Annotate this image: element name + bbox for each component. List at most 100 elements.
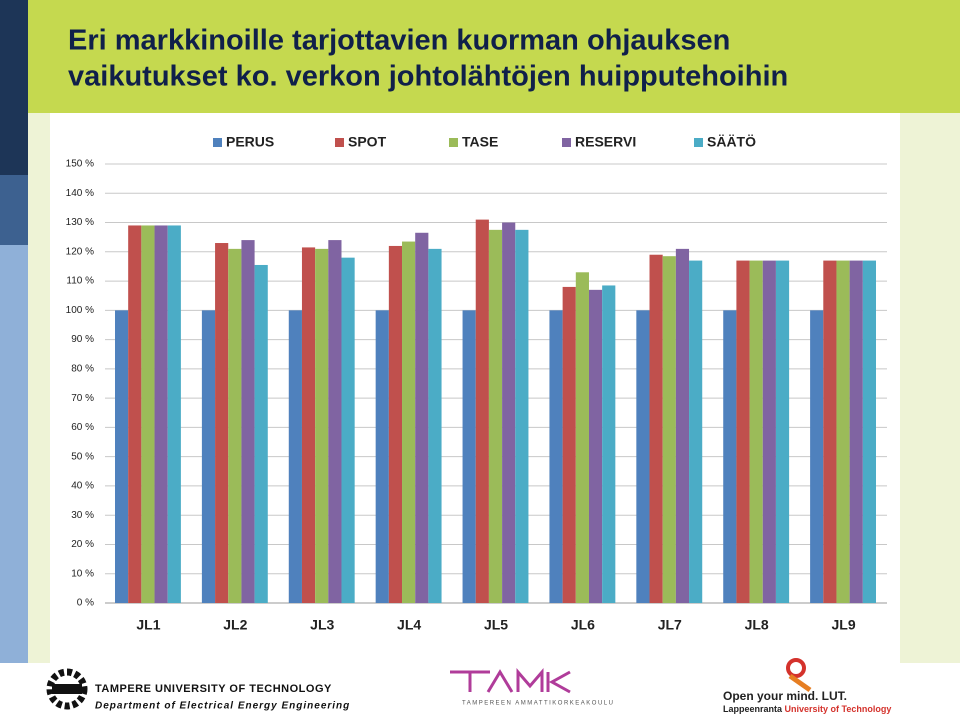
y-tick-label: 140 %: [66, 188, 94, 199]
y-tick-label: 120 %: [66, 246, 94, 257]
lut-name: Lappeenranta University of Technology: [723, 704, 891, 714]
y-tick-label: 100 %: [66, 305, 94, 316]
y-tick-label: 0 %: [77, 598, 94, 609]
bar: [723, 310, 737, 603]
bar: [402, 241, 416, 603]
y-tick-label: 70 %: [71, 393, 94, 404]
legend-swatch: [335, 138, 344, 147]
bar: [689, 260, 703, 603]
legend-swatch: [694, 138, 703, 147]
y-tick-label: 150 %: [66, 159, 94, 170]
bar: [823, 260, 837, 603]
bar: [201, 310, 216, 603]
lut-name-part: University of Technology: [785, 704, 892, 714]
bar: [241, 240, 255, 604]
bar: [810, 310, 824, 603]
tamk-letters: [450, 667, 571, 694]
tut-name: TAMPERE UNIVERSITY OF TECHNOLOGY: [95, 683, 332, 695]
y-tick-label: 30 %: [71, 510, 94, 521]
bar: [575, 272, 589, 603]
x-tick-label: JL6: [571, 617, 595, 633]
legend-label: SÄÄTÖ: [707, 134, 756, 150]
bar: [115, 310, 129, 603]
bar: [662, 256, 676, 603]
bar: [154, 225, 168, 603]
x-tick-label: JL3: [310, 617, 334, 633]
bar: [649, 254, 663, 603]
bar: [488, 229, 503, 603]
x-tick-label: JL8: [745, 617, 769, 633]
bar: [502, 222, 516, 604]
lut-logo: [786, 658, 812, 693]
bar: [328, 240, 342, 604]
bar: [762, 260, 776, 603]
bar: [515, 229, 529, 603]
bar: [588, 289, 603, 603]
title-line: vaikutukset ko. verkon johtolähtöjen hui…: [68, 61, 788, 93]
x-tick-label: JL9: [831, 617, 855, 633]
lut-icon: [786, 658, 806, 678]
bar: [475, 219, 489, 603]
bar: [128, 225, 142, 603]
department: Department of Electrical Energy Engineer…: [95, 701, 350, 712]
legend-swatch: [449, 138, 458, 147]
bar: [749, 260, 763, 603]
bar: [562, 286, 576, 603]
bar: [675, 248, 690, 603]
title-line: Eri markkinoille tarjottavien kuorman oh…: [68, 25, 730, 57]
bar: [167, 225, 181, 603]
legend-swatch: [562, 138, 571, 147]
x-tick-label: JL7: [658, 617, 682, 633]
bar: [462, 310, 476, 603]
lut-icon: [788, 673, 812, 693]
bar: [301, 247, 316, 603]
bar: [775, 260, 790, 603]
bar: [341, 257, 355, 603]
legend-label: TASE: [462, 134, 498, 150]
y-tick-label: 60 %: [71, 422, 94, 433]
legend-label: RESERVI: [575, 134, 636, 150]
bar: [141, 225, 155, 603]
bar-chart: 0 % 10 % 20 % 30 % 40 % 50 % 60 % 70 % 80 % 90 % 1…: [66, 134, 887, 633]
y-tick-label: 50 %: [71, 451, 94, 462]
y-tick-label: 80 %: [71, 364, 94, 375]
bar: [862, 260, 876, 603]
legend-label: SPOT: [348, 134, 387, 150]
bar: [315, 248, 329, 603]
y-tick-label: 130 %: [66, 217, 94, 228]
bar: [736, 260, 750, 603]
x-tick-label: JL5: [484, 617, 508, 633]
x-tick-label: JL4: [397, 617, 421, 633]
side-stripe: [0, 175, 28, 245]
bar: [849, 260, 863, 603]
lut-slogan: Open your mind. LUT.: [723, 689, 847, 703]
tamk-name: TAMPEREEN AMMATTIKORKEAKOULU: [462, 701, 614, 707]
side-stripe: [0, 0, 28, 175]
header-band: [0, 0, 960, 113]
y-tick-label: 20 %: [71, 539, 94, 550]
lut-name-part: Lappeenranta: [723, 704, 783, 714]
bar: [836, 260, 850, 603]
bar: [288, 310, 302, 603]
bar: [602, 285, 616, 603]
bar: [428, 248, 442, 603]
bar: [254, 264, 268, 603]
bar: [388, 245, 403, 604]
bar: [636, 310, 650, 603]
gear-bar: [52, 684, 82, 694]
x-tick-label: JL2: [223, 617, 247, 633]
y-tick-label: 40 %: [71, 481, 94, 492]
gear-icon: [46, 668, 88, 710]
tut-logo: [46, 668, 88, 710]
bar: [549, 310, 563, 603]
legend-swatch: [213, 138, 222, 147]
tamk-logo: [450, 667, 571, 694]
legend-label: PERUS: [226, 134, 274, 150]
x-tick-label: JL1: [136, 617, 160, 633]
bar: [215, 243, 229, 603]
bar: [228, 248, 242, 603]
bar: [375, 310, 389, 603]
side-stripe: [0, 245, 28, 663]
y-tick-label: 90 %: [71, 334, 94, 345]
